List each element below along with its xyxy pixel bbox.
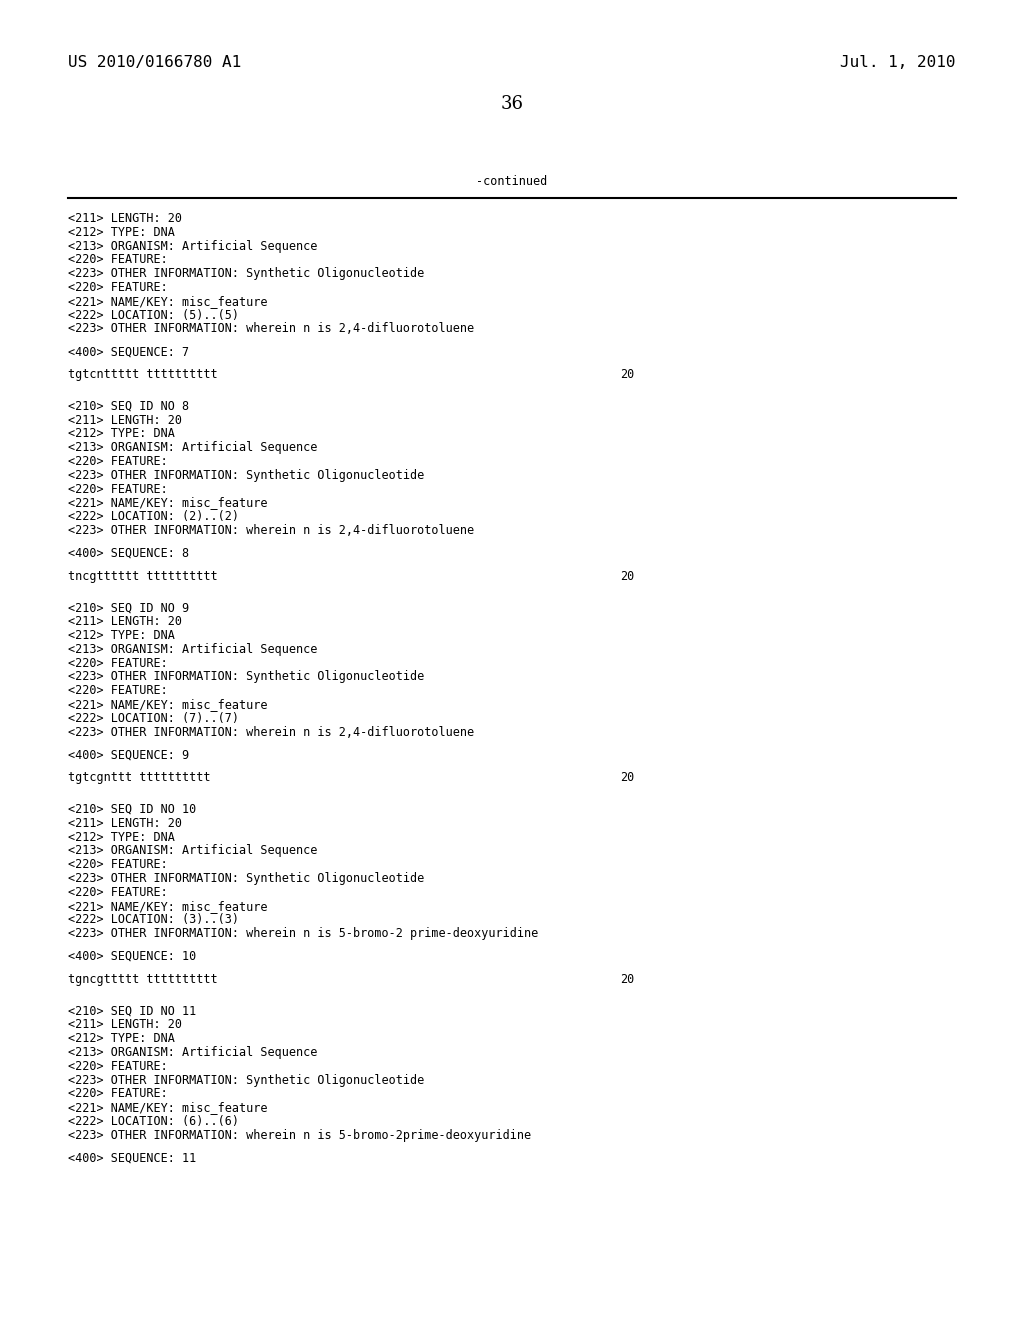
Text: <211> LENGTH: 20: <211> LENGTH: 20 [68, 213, 182, 224]
Text: <223> OTHER INFORMATION: wherein n is 5-bromo-2prime-deoxyuridine: <223> OTHER INFORMATION: wherein n is 5-… [68, 1129, 531, 1142]
Text: 20: 20 [620, 368, 634, 381]
Text: <223> OTHER INFORMATION: wherein n is 2,4-difluorotoluene: <223> OTHER INFORMATION: wherein n is 2,… [68, 322, 474, 335]
Text: <221> NAME/KEY: misc_feature: <221> NAME/KEY: misc_feature [68, 900, 267, 912]
Text: <400> SEQUENCE: 8: <400> SEQUENCE: 8 [68, 546, 189, 560]
Text: <220> FEATURE:: <220> FEATURE: [68, 1088, 168, 1101]
Text: <223> OTHER INFORMATION: wherein n is 5-bromo-2 prime-deoxyuridine: <223> OTHER INFORMATION: wherein n is 5-… [68, 927, 539, 940]
Text: <212> TYPE: DNA: <212> TYPE: DNA [68, 1032, 175, 1045]
Text: <223> OTHER INFORMATION: Synthetic Oligonucleotide: <223> OTHER INFORMATION: Synthetic Oligo… [68, 671, 424, 684]
Text: <220> FEATURE:: <220> FEATURE: [68, 455, 168, 469]
Text: <210> SEQ ID NO 10: <210> SEQ ID NO 10 [68, 803, 197, 816]
Text: tgtcgnttt tttttttttt: tgtcgnttt tttttttttt [68, 771, 211, 784]
Text: <220> FEATURE:: <220> FEATURE: [68, 886, 168, 899]
Text: <400> SEQUENCE: 9: <400> SEQUENCE: 9 [68, 748, 189, 762]
Text: <223> OTHER INFORMATION: Synthetic Oligonucleotide: <223> OTHER INFORMATION: Synthetic Oligo… [68, 267, 424, 280]
Text: <220> FEATURE:: <220> FEATURE: [68, 1060, 168, 1073]
Text: <222> LOCATION: (6)..(6): <222> LOCATION: (6)..(6) [68, 1115, 239, 1129]
Text: <212> TYPE: DNA: <212> TYPE: DNA [68, 226, 175, 239]
Text: <211> LENGTH: 20: <211> LENGTH: 20 [68, 413, 182, 426]
Text: 36: 36 [501, 95, 523, 114]
Text: <220> FEATURE:: <220> FEATURE: [68, 858, 168, 871]
Text: <213> ORGANISM: Artificial Sequence: <213> ORGANISM: Artificial Sequence [68, 845, 317, 858]
Text: <210> SEQ ID NO 8: <210> SEQ ID NO 8 [68, 400, 189, 413]
Text: <221> NAME/KEY: misc_feature: <221> NAME/KEY: misc_feature [68, 496, 267, 510]
Text: <220> FEATURE:: <220> FEATURE: [68, 281, 168, 294]
Text: <212> TYPE: DNA: <212> TYPE: DNA [68, 428, 175, 441]
Text: Jul. 1, 2010: Jul. 1, 2010 [841, 55, 956, 70]
Text: <221> NAME/KEY: misc_feature: <221> NAME/KEY: misc_feature [68, 1101, 267, 1114]
Text: <223> OTHER INFORMATION: Synthetic Oligonucleotide: <223> OTHER INFORMATION: Synthetic Oligo… [68, 469, 424, 482]
Text: <211> LENGTH: 20: <211> LENGTH: 20 [68, 1019, 182, 1031]
Text: -continued: -continued [476, 176, 548, 187]
Text: <213> ORGANISM: Artificial Sequence: <213> ORGANISM: Artificial Sequence [68, 441, 317, 454]
Text: <221> NAME/KEY: misc_feature: <221> NAME/KEY: misc_feature [68, 294, 267, 308]
Text: <222> LOCATION: (7)..(7): <222> LOCATION: (7)..(7) [68, 711, 239, 725]
Text: <223> OTHER INFORMATION: Synthetic Oligonucleotide: <223> OTHER INFORMATION: Synthetic Oligo… [68, 1073, 424, 1086]
Text: <222> LOCATION: (3)..(3): <222> LOCATION: (3)..(3) [68, 913, 239, 927]
Text: <223> OTHER INFORMATION: Synthetic Oligonucleotide: <223> OTHER INFORMATION: Synthetic Oligo… [68, 873, 424, 884]
Text: <221> NAME/KEY: misc_feature: <221> NAME/KEY: misc_feature [68, 698, 267, 711]
Text: <220> FEATURE:: <220> FEATURE: [68, 656, 168, 669]
Text: <220> FEATURE:: <220> FEATURE: [68, 253, 168, 267]
Text: <400> SEQUENCE: 11: <400> SEQUENCE: 11 [68, 1151, 197, 1164]
Text: <212> TYPE: DNA: <212> TYPE: DNA [68, 630, 175, 642]
Text: US 2010/0166780 A1: US 2010/0166780 A1 [68, 55, 242, 70]
Text: <220> FEATURE:: <220> FEATURE: [68, 483, 168, 495]
Text: <210> SEQ ID NO 11: <210> SEQ ID NO 11 [68, 1005, 197, 1018]
Text: <220> FEATURE:: <220> FEATURE: [68, 684, 168, 697]
Text: <211> LENGTH: 20: <211> LENGTH: 20 [68, 615, 182, 628]
Text: 20: 20 [620, 973, 634, 986]
Text: <210> SEQ ID NO 9: <210> SEQ ID NO 9 [68, 602, 189, 614]
Text: <222> LOCATION: (2)..(2): <222> LOCATION: (2)..(2) [68, 511, 239, 523]
Text: tgtcnttttt tttttttttt: tgtcnttttt tttttttttt [68, 368, 218, 381]
Text: tgncgttttt tttttttttt: tgncgttttt tttttttttt [68, 973, 218, 986]
Text: 20: 20 [620, 771, 634, 784]
Text: tncgtttttt tttttttttt: tncgtttttt tttttttttt [68, 570, 218, 582]
Text: <400> SEQUENCE: 7: <400> SEQUENCE: 7 [68, 346, 189, 358]
Text: <400> SEQUENCE: 10: <400> SEQUENCE: 10 [68, 950, 197, 964]
Text: <223> OTHER INFORMATION: wherein n is 2,4-difluorotoluene: <223> OTHER INFORMATION: wherein n is 2,… [68, 726, 474, 739]
Text: <213> ORGANISM: Artificial Sequence: <213> ORGANISM: Artificial Sequence [68, 643, 317, 656]
Text: <213> ORGANISM: Artificial Sequence: <213> ORGANISM: Artificial Sequence [68, 1045, 317, 1059]
Text: <223> OTHER INFORMATION: wherein n is 2,4-difluorotoluene: <223> OTHER INFORMATION: wherein n is 2,… [68, 524, 474, 537]
Text: <211> LENGTH: 20: <211> LENGTH: 20 [68, 817, 182, 830]
Text: 20: 20 [620, 570, 634, 582]
Text: <212> TYPE: DNA: <212> TYPE: DNA [68, 830, 175, 843]
Text: <222> LOCATION: (5)..(5): <222> LOCATION: (5)..(5) [68, 309, 239, 322]
Text: <213> ORGANISM: Artificial Sequence: <213> ORGANISM: Artificial Sequence [68, 240, 317, 252]
